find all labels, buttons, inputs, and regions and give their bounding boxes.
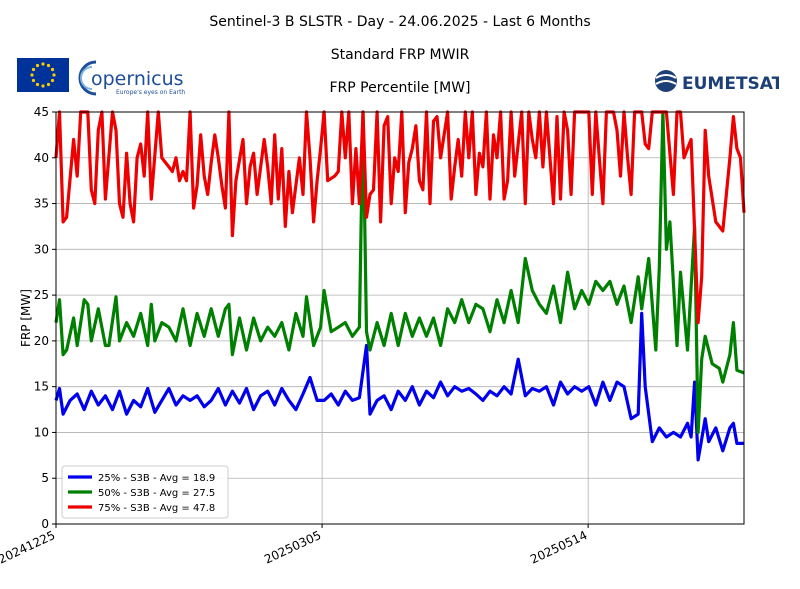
chart-title: Sentinel-3 B SLSTR - Day - 24.06.2025 - … (209, 14, 591, 30)
x-tick-label: 20250305 (262, 528, 323, 567)
plot-area-frame (55, 111, 745, 525)
eu-star-icon (50, 78, 55, 83)
series-line-3 (54, 110, 746, 325)
eumetsat-logo: EUMETSAT (655, 70, 779, 94)
copernicus-wordmark: opernicus (91, 68, 184, 90)
chart-quantity-title: FRP Percentile [MW] (329, 80, 471, 96)
x-tick-label: 20250514 (528, 528, 589, 567)
series-lines (54, 110, 746, 462)
eu-star-icon (50, 67, 55, 72)
legend-entry-label: 50% - S3B - Avg = 27.5 (98, 488, 215, 499)
y-tick-label: 40 (34, 151, 49, 165)
y-tick-label: 10 (34, 425, 49, 439)
y-axis-label: FRP [MW] (19, 289, 33, 347)
legend: 25% - S3B - Avg = 18.9 50% - S3B - Avg = … (61, 465, 229, 519)
legend-entry-label: 25% - S3B - Avg = 18.9 (98, 473, 215, 484)
eu-star-icon (46, 63, 51, 68)
eu-star-icon (35, 82, 40, 87)
y-tick-label: 45 (34, 105, 49, 119)
y-tick-label: 5 (41, 471, 49, 485)
eumetsat-wordmark: EUMETSAT (682, 74, 779, 94)
y-tick-label: 0 (41, 517, 49, 531)
y-tick-label: 25 (34, 288, 49, 302)
eu-star-icon (46, 82, 51, 87)
series-line-2 (54, 110, 745, 434)
y-tick-label: 15 (34, 380, 49, 394)
legend-entry-label: 75% - S3B - Avg = 47.8 (98, 503, 215, 514)
y-tick-label: 20 (34, 334, 49, 348)
x-tick-label: 20241225 (0, 528, 57, 567)
eu-star-icon (41, 84, 45, 88)
chart-subtitle: Standard FRP MWIR (330, 47, 470, 63)
legend-box (61, 465, 229, 519)
eu-star-icon (35, 63, 40, 68)
eu-star-icon (41, 62, 45, 66)
eu-star-icon (30, 73, 34, 77)
copernicus-tagline: Europe's eyes on Earth (116, 89, 185, 96)
copernicus-logo: opernicus Europe's eyes on Earth (78, 60, 185, 96)
eu-flag-logo (17, 58, 69, 92)
y-tick-label: 35 (34, 197, 49, 211)
y-tick-label: 30 (34, 242, 49, 256)
eu-star-icon (31, 67, 36, 72)
series-line-1 (54, 311, 744, 462)
eu-star-icon (52, 73, 56, 77)
eu-star-icon (31, 78, 36, 83)
